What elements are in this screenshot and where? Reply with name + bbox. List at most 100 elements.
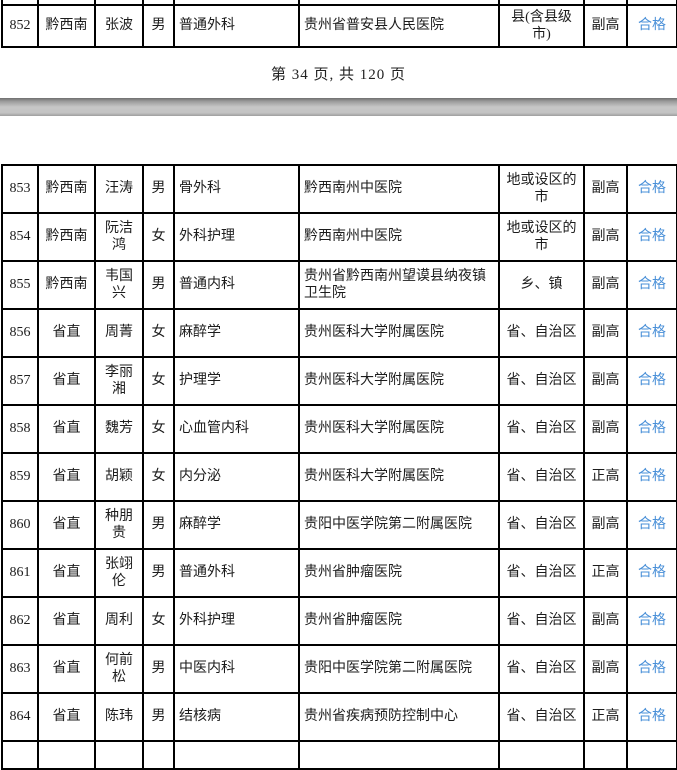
cell-empty bbox=[583, 0, 628, 6]
cell-gender: 男 bbox=[142, 4, 175, 48]
table-row: 863 省直 何前松 男 中医内科 贵阳中医学院第二附属医院 省、自治区 副高 … bbox=[1, 644, 677, 694]
cell-gender: 女 bbox=[142, 308, 175, 358]
cell-specialty: 普通外科 bbox=[173, 548, 300, 598]
cell-name: 胡颖 bbox=[94, 452, 144, 502]
cell-empty bbox=[583, 740, 628, 770]
page-number-footer: 第 34 页, 共 120 页 bbox=[270, 67, 406, 83]
cell-result: 合格 bbox=[626, 404, 677, 454]
cell-region: 省直 bbox=[37, 500, 96, 550]
cell-result: 合格 bbox=[626, 356, 677, 406]
cell-level: 省、自治区 bbox=[498, 692, 585, 742]
cell-result: 合格 bbox=[626, 500, 677, 550]
cell-empty bbox=[626, 740, 677, 770]
cell-empty bbox=[626, 0, 677, 6]
cell-region: 黔西南 bbox=[37, 212, 96, 262]
cell-empty bbox=[1, 0, 39, 6]
cell-region: 省直 bbox=[37, 356, 96, 406]
cell-specialty: 普通外科 bbox=[173, 4, 300, 48]
cell-hospital: 贵州省疾病预防控制中心 bbox=[298, 692, 500, 742]
cell-specialty: 外科护理 bbox=[173, 596, 300, 646]
cell-result: 合格 bbox=[626, 596, 677, 646]
table-row: 853 黔西南 汪涛 男 骨外科 黔西南州中医院 地或设区的市 副高 合格 bbox=[1, 164, 677, 214]
cell-id: 855 bbox=[1, 260, 39, 310]
cell-region: 黔西南 bbox=[37, 164, 96, 214]
cell-region: 省直 bbox=[37, 548, 96, 598]
table-row: 852 黔西南 张波 男 普通外科 贵州省普安县人民医院 县(含县级市) 副高 … bbox=[1, 4, 677, 48]
cell-level: 县(含县级市) bbox=[498, 4, 585, 48]
cell-hospital: 贵州省肿瘤医院 bbox=[298, 548, 500, 598]
cell-empty bbox=[94, 740, 144, 770]
cell-name: 周菁 bbox=[94, 308, 144, 358]
cell-id: 860 bbox=[1, 500, 39, 550]
cell-region: 黔西南 bbox=[37, 260, 96, 310]
cell-title: 副高 bbox=[583, 644, 628, 694]
table-row: 854 黔西南 阮洁鸿 女 外科护理 黔西南州中医院 地或设区的市 副高 合格 bbox=[1, 212, 677, 262]
cell-gender: 男 bbox=[142, 164, 175, 214]
cell-gender: 男 bbox=[142, 692, 175, 742]
cell-gender: 女 bbox=[142, 596, 175, 646]
cell-gender: 男 bbox=[142, 260, 175, 310]
cell-empty bbox=[1, 740, 39, 770]
cell-empty bbox=[498, 740, 585, 770]
table-row: 858 省直 魏芳 女 心血管内科 贵州医科大学附属医院 省、自治区 副高 合格 bbox=[1, 404, 677, 454]
cell-id: 861 bbox=[1, 548, 39, 598]
table-row: 855 黔西南 韦国兴 男 普通内科 贵州省黔西南州望谟县纳夜镇卫生院 乡、镇 … bbox=[1, 260, 677, 310]
cell-result: 合格 bbox=[626, 212, 677, 262]
cell-empty bbox=[298, 740, 500, 770]
cell-result: 合格 bbox=[626, 4, 677, 48]
cell-id: 859 bbox=[1, 452, 39, 502]
cell-id: 852 bbox=[1, 4, 39, 48]
cell-title: 副高 bbox=[583, 212, 628, 262]
cell-gender: 女 bbox=[142, 212, 175, 262]
cell-level: 省、自治区 bbox=[498, 596, 585, 646]
cell-gender: 男 bbox=[142, 644, 175, 694]
cell-id: 854 bbox=[1, 212, 39, 262]
table-row: 864 省直 陈玮 男 结核病 贵州省疾病预防控制中心 省、自治区 正高 合格 bbox=[1, 692, 677, 742]
cell-hospital: 黔西南州中医院 bbox=[298, 164, 500, 214]
cell-hospital: 贵州省普安县人民医院 bbox=[298, 4, 500, 48]
table-row: 861 省直 张翊伦 男 普通外科 贵州省肿瘤医院 省、自治区 正高 合格 bbox=[1, 548, 677, 598]
cell-hospital: 贵州医科大学附属医院 bbox=[298, 404, 500, 454]
cell-result: 合格 bbox=[626, 548, 677, 598]
cell-id: 863 bbox=[1, 644, 39, 694]
cell-id: 858 bbox=[1, 404, 39, 454]
cell-specialty: 中医内科 bbox=[173, 644, 300, 694]
cell-title: 副高 bbox=[583, 4, 628, 48]
cell-name: 张波 bbox=[94, 4, 144, 48]
cell-hospital: 贵州省肿瘤医院 bbox=[298, 596, 500, 646]
cell-empty bbox=[142, 740, 175, 770]
cell-level: 乡、镇 bbox=[498, 260, 585, 310]
cell-level: 省、自治区 bbox=[498, 356, 585, 406]
cell-name: 张翊伦 bbox=[94, 548, 144, 598]
cell-id: 857 bbox=[1, 356, 39, 406]
cell-empty bbox=[173, 0, 300, 6]
cell-result: 合格 bbox=[626, 644, 677, 694]
cell-gender: 女 bbox=[142, 452, 175, 502]
cell-hospital: 贵州医科大学附属医院 bbox=[298, 356, 500, 406]
cell-name: 魏芳 bbox=[94, 404, 144, 454]
cell-gender: 男 bbox=[142, 500, 175, 550]
cell-specialty: 结核病 bbox=[173, 692, 300, 742]
cell-level: 省、自治区 bbox=[498, 644, 585, 694]
cell-result: 合格 bbox=[626, 164, 677, 214]
table-row: 857 省直 李丽湘 女 护理学 贵州医科大学附属医院 省、自治区 副高 合格 bbox=[1, 356, 677, 406]
table-row: 859 省直 胡颖 女 内分泌 贵州医科大学附属医院 省、自治区 正高 合格 bbox=[1, 452, 677, 502]
page-separator bbox=[0, 98, 677, 116]
cell-title: 正高 bbox=[583, 452, 628, 502]
cell-specialty: 普通内科 bbox=[173, 260, 300, 310]
cell-hospital: 贵阳中医学院第二附属医院 bbox=[298, 644, 500, 694]
cell-specialty: 麻醉学 bbox=[173, 308, 300, 358]
cell-specialty: 内分泌 bbox=[173, 452, 300, 502]
cell-empty bbox=[142, 0, 175, 6]
cell-level: 省、自治区 bbox=[498, 548, 585, 598]
review-result-table-page34: 852 黔西南 张波 男 普通外科 贵州省普安县人民医院 县(含县级市) 副高 … bbox=[1, 0, 677, 48]
cell-gender: 女 bbox=[142, 356, 175, 406]
cell-title: 副高 bbox=[583, 500, 628, 550]
cell-title: 副高 bbox=[583, 260, 628, 310]
cell-title: 副高 bbox=[583, 596, 628, 646]
cell-id: 853 bbox=[1, 164, 39, 214]
cell-name: 周利 bbox=[94, 596, 144, 646]
cell-specialty: 心血管内科 bbox=[173, 404, 300, 454]
table-row-partial-bottom bbox=[1, 740, 677, 770]
cell-name: 何前松 bbox=[94, 644, 144, 694]
